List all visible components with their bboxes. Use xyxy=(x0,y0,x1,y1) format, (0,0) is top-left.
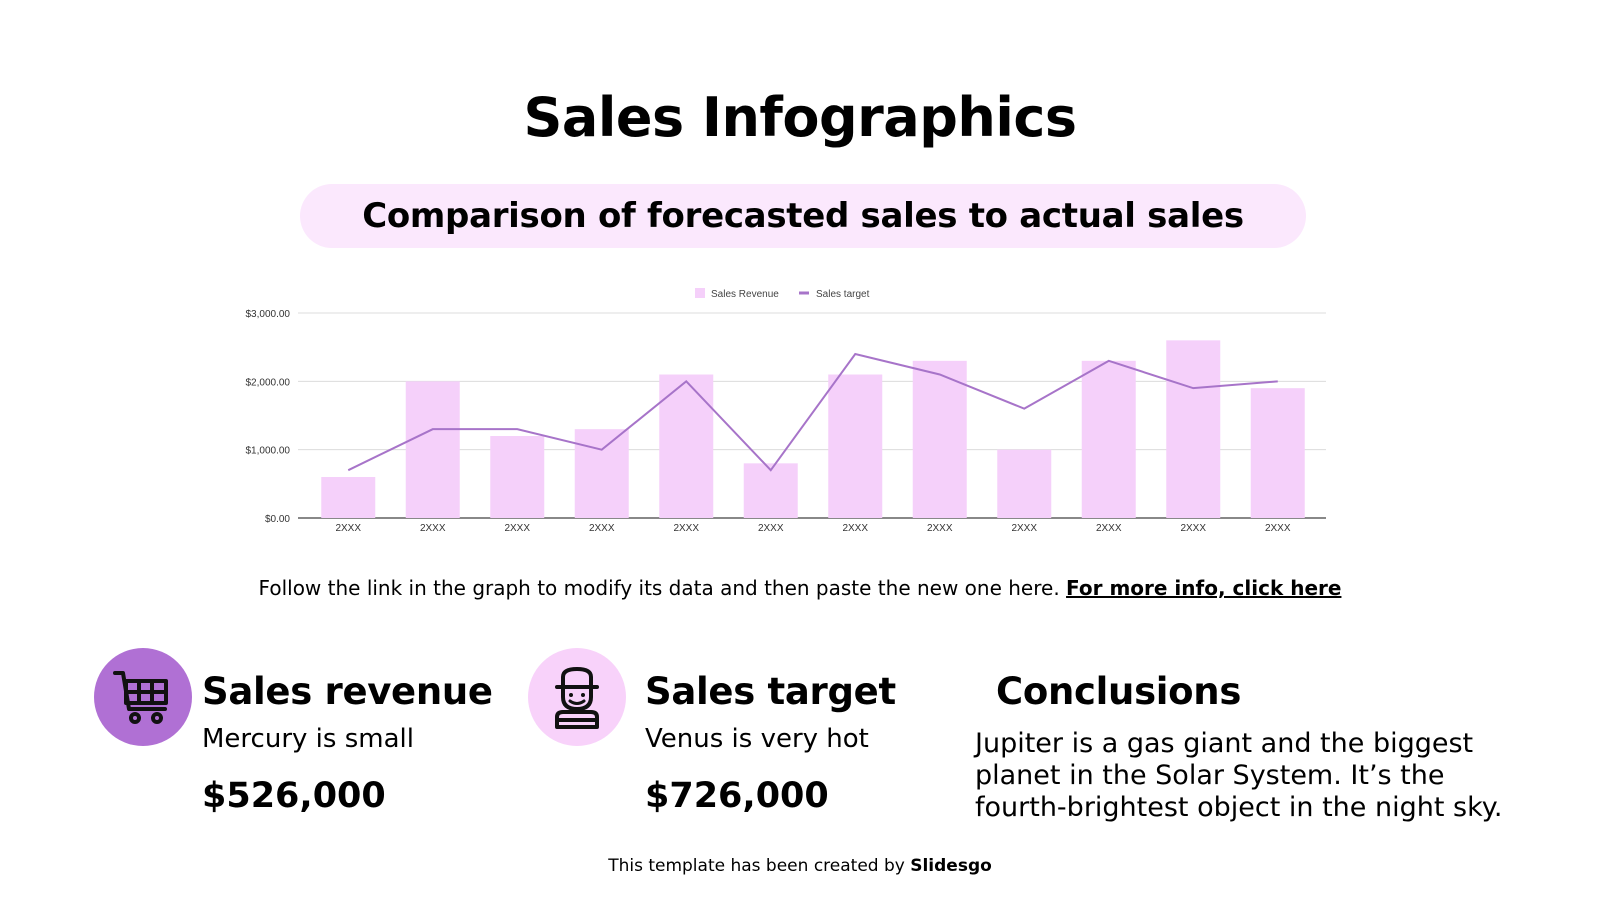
target-line xyxy=(347,352,1278,472)
revenue-bar xyxy=(912,360,967,518)
subtitle-pill: Comparison of forecasted sales to actual… xyxy=(300,184,1306,248)
icon-circle xyxy=(528,648,626,746)
subtitle-text: Comparison of forecasted sales to actual… xyxy=(362,196,1244,236)
stat-title: Sales target xyxy=(645,670,896,713)
more-info-link[interactable]: For more info, click here xyxy=(1066,576,1342,600)
revenue-bar xyxy=(743,463,798,518)
chart-canvas: $0.00 $1,000.00 $2,000.00 $3,000.00 2XXX 2XXX… xyxy=(246,288,1326,534)
salesperson-icon xyxy=(555,667,599,729)
revenue-bar xyxy=(405,381,460,518)
shopping-cart-icon xyxy=(113,671,168,724)
revenue-bar xyxy=(997,449,1052,518)
stat-value: $526,000 xyxy=(202,776,386,816)
x-tick-label: 2XXX xyxy=(1265,523,1291,534)
revenue-bar xyxy=(828,374,883,518)
revenue-bar xyxy=(1081,360,1136,518)
revenue-bar xyxy=(1250,388,1305,518)
x-tick-label: 2XXX xyxy=(1096,523,1122,534)
x-tick-label: 2XXX xyxy=(504,523,530,534)
slide-title: Sales Infographics xyxy=(523,86,1077,149)
x-tick-label: 2XXX xyxy=(335,523,361,534)
conclusions-title: Conclusions xyxy=(996,670,1242,713)
legend-label: Sales Revenue xyxy=(711,289,779,300)
x-tick-label: 2XXX xyxy=(1180,523,1206,534)
y-tick-label: $0.00 xyxy=(265,514,290,525)
footer-brand: Slidesgo xyxy=(910,856,992,876)
legend-bar-swatch xyxy=(695,288,705,298)
stat-title: Sales revenue xyxy=(202,670,493,713)
instruction-note: Follow the link in the graph to modify i… xyxy=(0,576,1600,600)
x-tick-label: 2XXX xyxy=(589,523,615,534)
x-tick-label: 2XXX xyxy=(927,523,953,534)
note-text: Follow the link in the graph to modify i… xyxy=(258,576,1060,600)
x-tick-label: 2XXX xyxy=(1011,523,1037,534)
revenue-bar xyxy=(659,374,714,518)
legend-label: Sales target xyxy=(816,289,870,300)
x-tick-label: 2XXX xyxy=(673,523,699,534)
y-tick-label: $2,000.00 xyxy=(246,377,291,388)
stat-subtitle: Venus is very hot xyxy=(645,724,869,754)
y-tick-label: $1,000.00 xyxy=(246,446,291,457)
y-tick-label: $3,000.00 xyxy=(246,309,291,320)
conclusions-body: Jupiter is a gas giant and the biggest p… xyxy=(975,728,1503,823)
x-tick-label: 2XXX xyxy=(758,523,784,534)
footer-credit: This template has been created by Slides… xyxy=(0,856,1600,876)
footer-text: This template has been created by xyxy=(608,856,905,876)
icon-circle xyxy=(94,648,192,746)
stat-value: $726,000 xyxy=(645,776,829,816)
revenue-bar xyxy=(490,436,545,518)
revenue-bar xyxy=(1166,340,1221,518)
x-tick-label: 2XXX xyxy=(420,523,446,534)
revenue-bar xyxy=(574,429,629,518)
x-tick-label: 2XXX xyxy=(842,523,868,534)
revenue-bar xyxy=(321,477,376,518)
stat-subtitle: Mercury is small xyxy=(202,724,414,754)
sales-chart[interactable]: $0.00 $1,000.00 $2,000.00 $3,000.00 2XXX 2XXX… xyxy=(230,285,1370,555)
